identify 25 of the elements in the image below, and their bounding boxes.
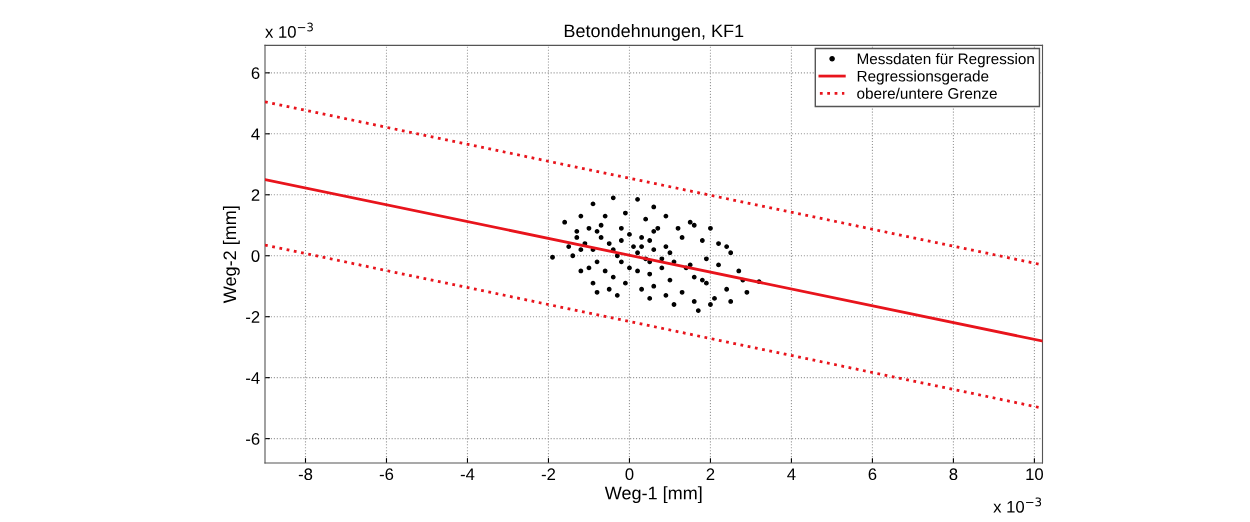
x-axis-title: Weg-1 [mm] — [604, 486, 702, 504]
y-tick-label: -6 — [246, 433, 260, 445]
y-tick-label: 4 — [251, 128, 260, 140]
y-axis-title: Weg-2 [mm] — [222, 206, 240, 304]
x-tick-label: -6 — [379, 468, 394, 481]
x-tick-label: 2 — [706, 468, 715, 480]
y-tick-label: -4 — [246, 372, 260, 384]
text: x 10$^{−3}$ — [265, 22, 313, 38]
text: x 10$^{−3}$ — [993, 497, 1042, 513]
y-tick-label: -2 — [246, 311, 260, 323]
x-tick-label: -4 — [460, 468, 475, 480]
x-tick-label: 8 — [949, 468, 958, 481]
x-tick-label: 4 — [787, 468, 796, 480]
legend-label: Messdaten für Regression — [857, 53, 1034, 68]
legend-label: Regressionsgerade — [857, 70, 989, 85]
x-tick-label: 0 — [625, 468, 634, 481]
y-tick-label: 6 — [251, 67, 260, 80]
x-tick-label: 10 — [1026, 468, 1044, 481]
x-tick-label: -2 — [541, 468, 556, 480]
chart-title: Betondehnungen, KF1 — [564, 24, 744, 41]
y-tick-label: 0 — [251, 250, 260, 262]
x-tick-label: 6 — [868, 468, 877, 481]
x-tick-label: -8 — [298, 468, 313, 481]
y-tick-label: 2 — [251, 189, 260, 201]
legend-label: obere/untere Grenze — [857, 87, 997, 99]
